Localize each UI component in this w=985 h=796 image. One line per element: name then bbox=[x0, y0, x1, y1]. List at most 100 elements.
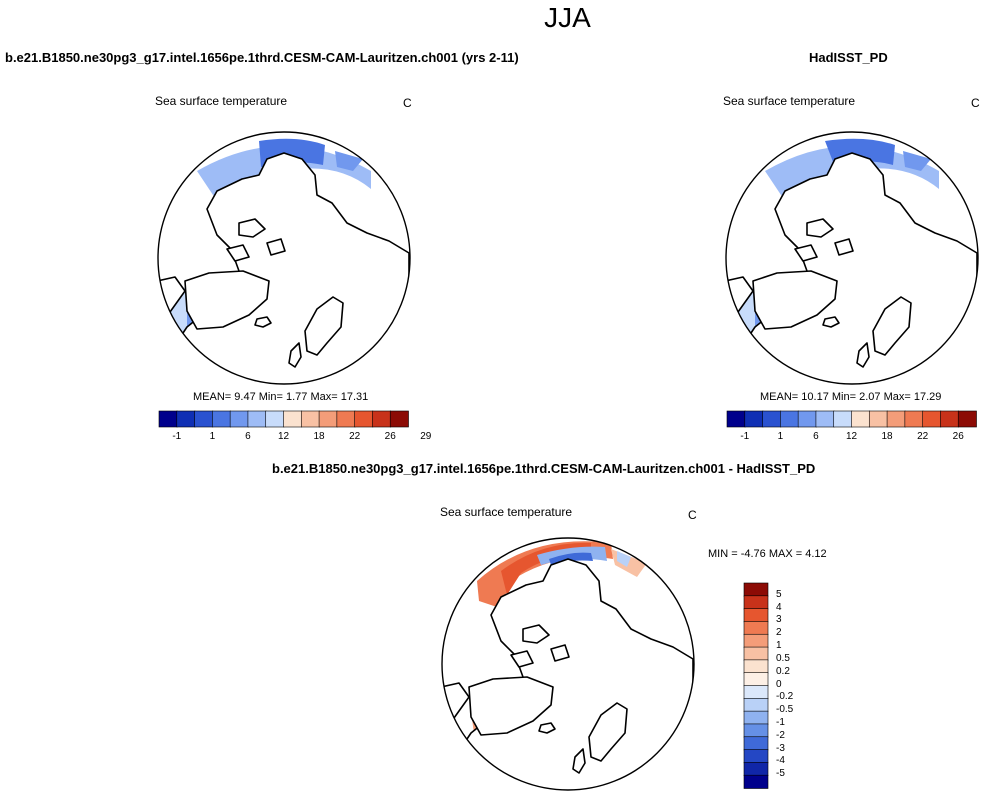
british-isles-landmass bbox=[288, 342, 302, 368]
diff-case-title: b.e21.B1850.ne30pg3_g17.intel.1656pe.1th… bbox=[272, 461, 816, 476]
colorbar-box bbox=[336, 410, 356, 428]
colorbar-box bbox=[354, 410, 374, 428]
diff-plot-title: Sea surface temperature bbox=[440, 505, 573, 519]
model-mean-label: MEAN= bbox=[193, 391, 232, 403]
colorbar-box bbox=[158, 410, 178, 428]
obs-colorbar bbox=[726, 410, 977, 428]
colorbar-tick-label: -5 bbox=[776, 768, 785, 780]
colorbar-tick-label: 0.5 bbox=[776, 652, 790, 664]
colorbar-tick-label: -0.2 bbox=[776, 691, 794, 703]
iceland-landmass bbox=[254, 316, 272, 328]
archipelago-landmass bbox=[522, 624, 550, 644]
map-boundary-circle bbox=[725, 131, 979, 385]
colorbar-box bbox=[797, 410, 817, 428]
colorbar-box bbox=[743, 762, 769, 776]
colorbar-box bbox=[247, 410, 267, 428]
colorbar-box bbox=[743, 672, 769, 687]
colorbar-box bbox=[300, 410, 320, 428]
sst-difference-field bbox=[617, 551, 631, 567]
obs-max-value: 17.29 bbox=[913, 391, 942, 403]
colorbar-box bbox=[762, 410, 782, 428]
colorbar-box bbox=[389, 410, 409, 428]
obs-mean-label: MEAN= bbox=[760, 391, 799, 403]
colorbar-tick-label: -1 bbox=[172, 431, 182, 442]
colorbar-tick-label: 12 bbox=[845, 431, 858, 442]
colorbar-tick-label: 1 bbox=[776, 640, 782, 652]
model-max-value: 17.31 bbox=[340, 391, 369, 403]
diff-polar-map bbox=[441, 537, 695, 791]
sst-field bbox=[197, 146, 371, 201]
colorbar-box bbox=[743, 595, 769, 610]
colorbar-box bbox=[726, 410, 746, 428]
colorbar-box bbox=[743, 633, 769, 648]
colorbar-tick-label: 26 bbox=[952, 431, 964, 442]
colorbar-tick-label: -4 bbox=[776, 755, 785, 767]
colorbar-tick-label: 18 bbox=[313, 431, 325, 442]
colorbar-box bbox=[780, 410, 799, 428]
colorbar-box bbox=[283, 410, 303, 428]
model-colorbar bbox=[158, 410, 409, 428]
colorbar-tick-label: 0 bbox=[776, 678, 782, 690]
obs-mean-value: 10.17 bbox=[801, 391, 829, 403]
british-isles-landmass bbox=[856, 342, 870, 368]
colorbar-box bbox=[922, 410, 942, 428]
colorbar-box bbox=[743, 736, 769, 751]
model-min-label: Min= bbox=[258, 391, 283, 403]
model-colorbar-ticks: -1 1 6 12 18 22 26 29 bbox=[159, 431, 431, 445]
colorbar-box bbox=[743, 685, 769, 700]
obs-polar-map bbox=[725, 131, 979, 385]
iceland-landmass bbox=[822, 316, 840, 328]
colorbar-tick-label: 4 bbox=[776, 601, 782, 613]
colorbar-box bbox=[743, 582, 769, 597]
colorbar-box bbox=[904, 410, 924, 428]
colorbar-tick-label: 6 bbox=[245, 431, 251, 442]
sst-field bbox=[903, 151, 931, 171]
obs-units: C bbox=[971, 96, 980, 110]
model-polar-map bbox=[157, 131, 411, 385]
colorbar-box bbox=[940, 410, 960, 428]
colorbar-box bbox=[318, 410, 338, 428]
archipelago-landmass bbox=[510, 650, 534, 668]
greenland-landmass bbox=[184, 270, 270, 330]
colorbar-tick-label: 3 bbox=[776, 614, 782, 626]
scandinavia-landmass bbox=[872, 296, 912, 356]
map-boundary-circle bbox=[157, 131, 411, 385]
colorbar-box bbox=[833, 410, 853, 428]
sst-field bbox=[335, 151, 363, 171]
colorbar-box bbox=[743, 723, 769, 738]
model-units: C bbox=[403, 96, 412, 110]
diff-colorbar bbox=[743, 582, 769, 789]
colorbar-box bbox=[229, 410, 249, 428]
archipelago-landmass bbox=[226, 244, 250, 262]
model-case-title: b.e21.B1850.ne30pg3_g17.intel.1656pe.1th… bbox=[5, 50, 519, 65]
model-max-label: Max= bbox=[310, 391, 338, 403]
colorbar-box bbox=[743, 749, 769, 764]
diff-min-value: -4.76 bbox=[740, 548, 766, 560]
obs-max-label: Max= bbox=[883, 391, 911, 403]
colorbar-tick-label: 1 bbox=[777, 431, 784, 442]
colorbar-box bbox=[815, 410, 835, 428]
colorbar-tick-label: 29 bbox=[420, 431, 432, 442]
colorbar-box bbox=[743, 698, 769, 712]
colorbar-box bbox=[372, 410, 392, 428]
obs-min-value: 2.07 bbox=[859, 391, 881, 403]
diff-max-label: MAX = bbox=[768, 548, 803, 560]
sst-field bbox=[765, 146, 939, 201]
colorbar-box bbox=[176, 410, 196, 428]
diff-units: C bbox=[688, 508, 697, 522]
model-stats: MEAN= 9.47 Min= 1.77 Max= 17.31 bbox=[193, 391, 368, 403]
colorbar-box bbox=[743, 659, 769, 674]
model-min-value: 1.77 bbox=[285, 391, 308, 403]
colorbar-tick-label: 12 bbox=[277, 431, 290, 442]
colorbar-tick-label: 6 bbox=[813, 431, 819, 442]
colorbar-tick-label: -2 bbox=[776, 729, 785, 741]
colorbar-tick-label: 22 bbox=[917, 431, 929, 442]
british-isles-landmass bbox=[572, 748, 586, 774]
colorbar-tick-label: 18 bbox=[881, 431, 893, 442]
obs-plot-title: Sea surface temperature bbox=[723, 94, 856, 108]
archipelago-landmass bbox=[238, 218, 266, 238]
greenland-landmass bbox=[468, 676, 554, 736]
archipelago-landmass bbox=[266, 238, 286, 256]
archipelago-landmass bbox=[806, 218, 834, 238]
